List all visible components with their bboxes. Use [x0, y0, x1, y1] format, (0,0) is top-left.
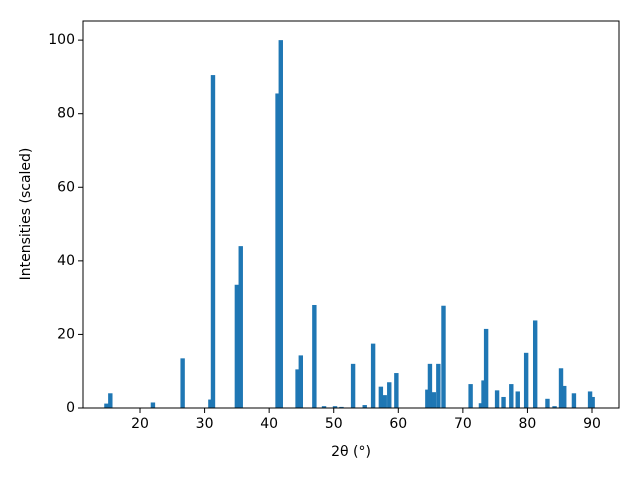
- bar: [208, 399, 213, 408]
- bar: [238, 246, 243, 408]
- bar: [425, 389, 430, 408]
- bar: [370, 343, 376, 408]
- bar: [362, 405, 367, 408]
- x-tick-label: 60: [389, 416, 407, 432]
- bar: [321, 406, 327, 408]
- bar: [108, 393, 113, 408]
- bar: [532, 320, 538, 408]
- bar: [387, 382, 392, 408]
- bar: [350, 363, 356, 408]
- bar: [481, 380, 486, 408]
- plot-frame: [82, 20, 620, 409]
- bar: [590, 396, 595, 408]
- bar: [515, 391, 520, 408]
- y-tick-label: 100: [48, 32, 75, 48]
- bar: [436, 363, 441, 408]
- bar: [431, 392, 437, 408]
- bar: [298, 355, 303, 408]
- x-tick-label: 90: [583, 416, 601, 432]
- bar: [523, 352, 529, 408]
- bar: [278, 40, 283, 409]
- x-tick-label: 70: [454, 416, 472, 432]
- bar: [295, 369, 300, 408]
- bar: [483, 328, 489, 408]
- bar: [494, 390, 500, 408]
- bar: [587, 391, 593, 408]
- bar: [394, 373, 399, 408]
- bar: [312, 304, 317, 408]
- y-tick-label: 40: [57, 253, 75, 269]
- x-tick-label: 50: [325, 416, 343, 432]
- x-tick-label: 40: [260, 416, 278, 432]
- bar: [562, 385, 567, 408]
- bar: [552, 406, 557, 408]
- y-tick-label: 80: [57, 106, 75, 122]
- x-tick-label: 80: [519, 416, 537, 432]
- bar: [468, 384, 473, 408]
- bar: [478, 403, 484, 408]
- y-tick-label: 60: [57, 179, 75, 195]
- bar: [501, 396, 506, 408]
- y-tick-label: 20: [57, 326, 75, 342]
- bar: [180, 358, 185, 408]
- bar: [104, 403, 109, 408]
- bar: [509, 384, 514, 408]
- bar: [427, 363, 433, 408]
- bar: [210, 75, 216, 408]
- bar: [234, 284, 240, 408]
- bar: [275, 93, 280, 409]
- bar: [150, 402, 156, 408]
- bar: [558, 368, 564, 408]
- bar: [545, 398, 550, 408]
- bar: [339, 406, 344, 408]
- bar: [441, 305, 446, 408]
- y-axis-label: Intensities (scaled): [18, 148, 34, 281]
- bar: [571, 393, 577, 408]
- x-axis-label: 2θ (°): [331, 444, 371, 460]
- x-tick-label: 20: [131, 416, 149, 432]
- y-tick-label: 0: [66, 400, 75, 416]
- bar: [382, 395, 387, 408]
- x-tick-label: 30: [196, 416, 214, 432]
- bar: [332, 406, 338, 408]
- bar: [378, 386, 384, 408]
